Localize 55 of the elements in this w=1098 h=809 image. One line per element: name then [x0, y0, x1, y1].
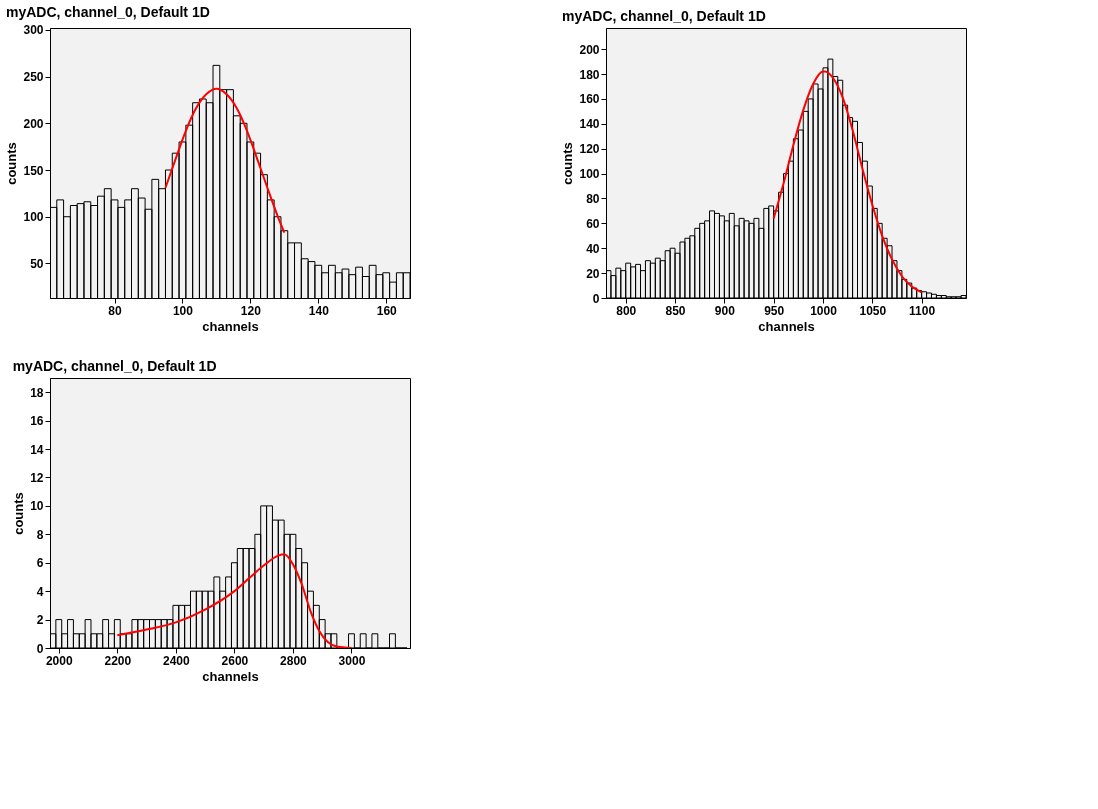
- x-tick-label: 2200: [104, 653, 132, 668]
- y-tick-label: 14: [30, 442, 44, 457]
- y-tick-label: 250: [23, 70, 44, 85]
- y-tick-label: 100: [579, 167, 600, 182]
- y-tick-label: 140: [579, 117, 600, 132]
- y-tick-label: 0: [592, 291, 600, 306]
- chart-title: myADC, channel_0, Default 1D: [5, 3, 210, 20]
- y-tick-label: 18: [30, 385, 44, 400]
- y-tick-label: 6: [36, 556, 44, 571]
- x-axis-title: channels: [202, 318, 259, 334]
- y-tick-label: 4: [36, 584, 44, 599]
- y-tick-label: 60: [586, 216, 600, 231]
- x-tick-label: 800: [616, 303, 637, 318]
- y-tick-label: 180: [579, 67, 600, 82]
- chart-title: myADC, channel_0, Default 1D: [561, 8, 766, 24]
- y-tick-label: 50: [30, 256, 44, 271]
- x-tick-label: 2800: [280, 653, 308, 668]
- y-tick-label: 200: [579, 42, 600, 57]
- x-tick-label: 1100: [909, 303, 936, 318]
- x-axis-title: channels: [202, 668, 259, 684]
- x-tick-label: 2600: [221, 653, 249, 668]
- y-tick-label: 12: [30, 470, 44, 485]
- y-axis-title: counts: [11, 492, 27, 535]
- chart-title: myADC, channel_0, Default 1D: [12, 358, 217, 374]
- y-tick-label: 16: [30, 414, 44, 429]
- x-tick-label: 950: [764, 303, 785, 318]
- y-tick-label: 300: [23, 23, 44, 38]
- y-axis-title: counts: [4, 142, 20, 185]
- y-tick-label: 100: [23, 210, 44, 225]
- x-tick-label: 2000: [45, 653, 73, 668]
- y-tick-label: 150: [23, 163, 44, 178]
- y-tick-label: 0: [36, 641, 44, 656]
- y-tick-label: 10: [30, 499, 44, 514]
- x-tick-label: 1000: [810, 303, 838, 318]
- x-tick-label: 3000: [338, 653, 366, 668]
- x-tick-label: 120: [240, 303, 262, 318]
- x-tick-label: 1050: [859, 303, 887, 318]
- y-axis-title: counts: [560, 142, 576, 185]
- x-tick-label: 2400: [163, 653, 191, 668]
- y-tick-label: 2: [36, 613, 44, 628]
- x-tick-label: 80: [108, 303, 123, 318]
- x-tick-label: 850: [665, 303, 686, 318]
- x-axis-title: channels: [758, 318, 815, 334]
- y-tick-label: 8: [36, 527, 44, 542]
- x-tick-label: 900: [714, 303, 736, 318]
- y-tick-label: 20: [586, 266, 600, 281]
- line-series: [164, 87, 286, 234]
- y-tick-label: 200: [23, 116, 44, 131]
- y-tick-label: 160: [579, 92, 600, 107]
- y-tick-label: 80: [586, 191, 600, 206]
- y-tick-label: 40: [586, 241, 600, 256]
- x-tick-label: 140: [308, 303, 330, 318]
- x-tick-label: 100: [172, 303, 194, 318]
- y-tick-label: 120: [579, 142, 600, 157]
- x-tick-label: 160: [376, 303, 398, 318]
